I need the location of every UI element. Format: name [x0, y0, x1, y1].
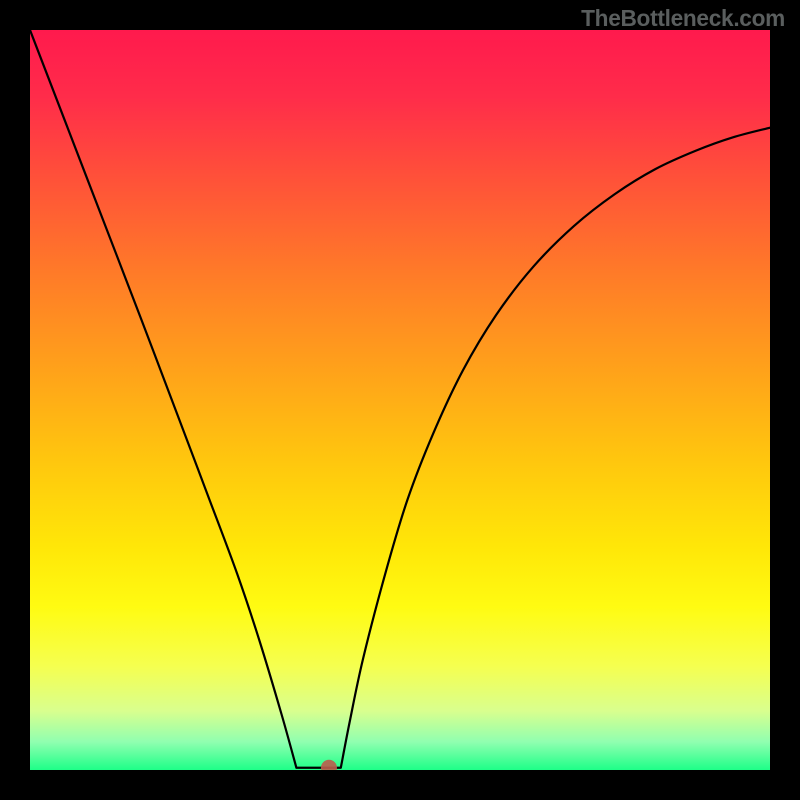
chart-container: TheBottleneck.com: [0, 0, 800, 800]
gradient-background: [30, 30, 770, 770]
watermark-text: TheBottleneck.com: [581, 5, 785, 32]
chart-svg: [30, 30, 770, 770]
plot-area: [30, 30, 770, 770]
